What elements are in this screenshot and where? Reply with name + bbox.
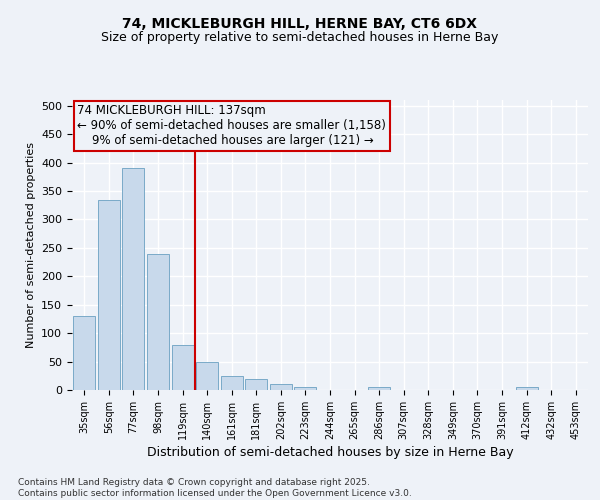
Text: Distribution of semi-detached houses by size in Herne Bay: Distribution of semi-detached houses by …	[146, 446, 514, 459]
Y-axis label: Number of semi-detached properties: Number of semi-detached properties	[26, 142, 35, 348]
Text: 74, MICKLEBURGH HILL, HERNE BAY, CT6 6DX: 74, MICKLEBURGH HILL, HERNE BAY, CT6 6DX	[122, 18, 478, 32]
Bar	[245, 378, 268, 390]
Bar	[122, 168, 145, 390]
Bar	[221, 376, 243, 390]
Bar	[515, 387, 538, 390]
Bar	[196, 362, 218, 390]
Bar	[73, 316, 95, 390]
Bar	[172, 344, 194, 390]
Bar	[98, 200, 120, 390]
Bar	[270, 384, 292, 390]
Bar	[295, 387, 316, 390]
Bar	[368, 387, 390, 390]
Text: Contains HM Land Registry data © Crown copyright and database right 2025.
Contai: Contains HM Land Registry data © Crown c…	[18, 478, 412, 498]
Bar	[147, 254, 169, 390]
Text: Size of property relative to semi-detached houses in Herne Bay: Size of property relative to semi-detach…	[101, 31, 499, 44]
Text: 74 MICKLEBURGH HILL: 137sqm
← 90% of semi-detached houses are smaller (1,158)
  : 74 MICKLEBURGH HILL: 137sqm ← 90% of sem…	[77, 104, 386, 148]
